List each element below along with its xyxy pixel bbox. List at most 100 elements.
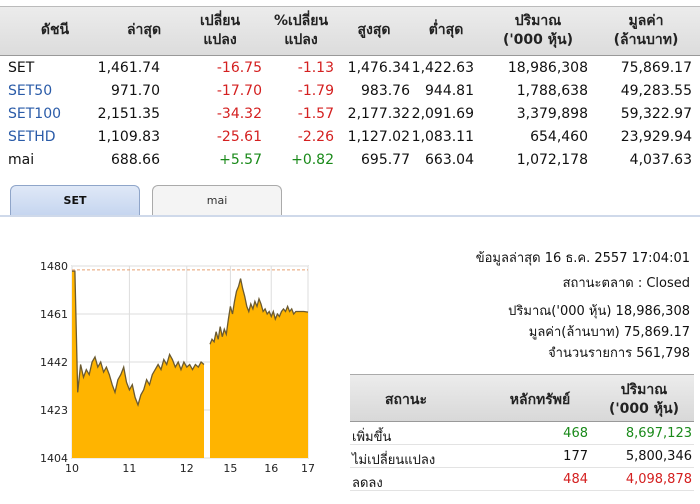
status-row: ไม่เปลี่ยนแปลง 177 5,800,346 xyxy=(350,447,694,468)
row-pct: -1.13 xyxy=(297,60,334,76)
status-volume: 8,697,123 xyxy=(625,426,692,441)
status-volume: 4,098,878 xyxy=(625,472,692,487)
row-value: 4,037.63 xyxy=(629,152,692,168)
x-tick-label: 15 xyxy=(223,462,237,475)
row-value: 75,869.17 xyxy=(620,60,692,76)
y-tick-label: 1461 xyxy=(40,308,68,321)
row-low: 1,083.11 xyxy=(411,129,474,145)
header-low: ต่ำสุด xyxy=(428,22,464,38)
table-row: SET50 971.70 -17.70 -1.79 983.76 944.81 … xyxy=(0,80,700,102)
y-tick-label: 1423 xyxy=(40,404,68,417)
row-value: 49,283.55 xyxy=(620,83,692,99)
row-change: -16.75 xyxy=(216,60,262,76)
row-high: 983.76 xyxy=(361,83,410,99)
row-low: 663.04 xyxy=(425,152,474,168)
row-value: 23,929.94 xyxy=(620,129,692,145)
header-value-line1: มูลค่า xyxy=(628,13,664,29)
row-name-link[interactable]: SET50 xyxy=(8,83,53,99)
header-volume-line2: ('000 หุ้น) xyxy=(503,32,573,48)
header-volume-line1: ปริมาณ xyxy=(620,382,668,398)
x-tick-label: 10 xyxy=(65,462,79,475)
row-volume: 654,460 xyxy=(530,129,588,145)
status-label: ลดลง xyxy=(352,476,383,491)
header-change-line2: แปลง xyxy=(203,32,237,48)
row-last: 1,461.74 xyxy=(97,60,160,76)
table-row: SET100 2,151.35 -34.32 -1.57 2,177.32 2,… xyxy=(0,103,700,125)
row-change: -25.61 xyxy=(216,129,262,145)
row-pct: -2.26 xyxy=(297,129,334,145)
header-change-line1: เปลี่ยน xyxy=(199,13,241,29)
row-name-link[interactable]: SET100 xyxy=(8,106,62,122)
status-row: ลดลง 484 4,098,878 xyxy=(350,470,694,491)
row-high: 2,177.32 xyxy=(347,106,410,122)
row-low: 944.81 xyxy=(425,83,474,99)
row-volume: 1,788,638 xyxy=(516,83,588,99)
morning-session-area xyxy=(72,271,204,458)
status-count: 484 xyxy=(563,472,588,487)
row-volume: 1,072,178 xyxy=(516,152,588,168)
status-label: ไม่เปลี่ยนแปลง xyxy=(352,453,436,468)
header-volume-line1: ปริมาณ xyxy=(514,13,562,29)
y-tick-label: 1442 xyxy=(40,356,68,369)
x-tick-label: 11 xyxy=(122,462,136,475)
x-tick-label: 12 xyxy=(180,462,194,475)
row-last: 2,151.35 xyxy=(97,106,160,122)
row-change: -17.70 xyxy=(216,83,262,99)
morning-session-area-line xyxy=(72,270,205,407)
table-row: SET 1,461.74 -16.75 -1.13 1,476.34 1,422… xyxy=(0,57,700,79)
y-tick-label: 1404 xyxy=(40,452,68,465)
row-change: +5.57 xyxy=(219,152,262,168)
status-table-header: สถานะ หลักทรัพย์ ปริมาณ ('000 หุ้น) xyxy=(350,374,694,422)
row-high: 1,476.34 xyxy=(347,60,410,76)
row-high: 1,127.02 xyxy=(347,129,410,145)
header-value-line2: (ล้านบาท) xyxy=(613,32,679,48)
intraday-chart: 1480 1461 1442 1423 1404 10 11 12 15 16 17 xyxy=(40,260,315,475)
row-volume: 3,379,898 xyxy=(516,106,588,122)
row-last: 971.70 xyxy=(111,83,160,99)
header-securities: หลักทรัพย์ xyxy=(509,392,571,408)
row-name: mai xyxy=(8,152,35,168)
row-pct: -1.79 xyxy=(297,83,334,99)
info-volume: ปริมาณ('000 หุ้น) 18,986,308 xyxy=(508,304,690,319)
header-high: สูงสุด xyxy=(357,22,391,38)
row-name: SET xyxy=(8,60,35,76)
row-last: 1,109.83 xyxy=(97,129,160,145)
tab-set[interactable]: SET xyxy=(10,185,140,216)
info-trades: จำนวนรายการ 561,798 xyxy=(548,346,690,361)
x-tick-label: 16 xyxy=(264,462,278,475)
status-count: 177 xyxy=(563,449,588,464)
info-market-status: สถานะตลาด : Closed xyxy=(562,276,690,291)
tab-mai[interactable]: mai xyxy=(152,185,282,216)
header-status: สถานะ xyxy=(385,392,427,408)
header-pct-line2: แปลง xyxy=(284,32,318,48)
row-volume: 18,986,308 xyxy=(507,60,588,76)
y-tick-label: 1480 xyxy=(40,260,68,273)
row-value: 59,322.97 xyxy=(620,106,692,122)
row-name-link[interactable]: SETHD xyxy=(8,129,56,145)
row-pct: +0.82 xyxy=(291,152,334,168)
header-pct-line1: %เปลี่ยน xyxy=(273,13,329,29)
info-value: มูลค่า(ล้านบาท) 75,869.17 xyxy=(528,325,690,340)
row-pct: -1.57 xyxy=(297,106,334,122)
row-change: -34.32 xyxy=(216,106,262,122)
status-row: เพิ่มขึ้น 468 8,697,123 xyxy=(350,424,694,445)
tab-divider xyxy=(0,215,700,217)
x-tick-label: 17 xyxy=(301,462,315,475)
table-row: SETHD 1,109.83 -25.61 -2.26 1,127.02 1,0… xyxy=(0,126,700,148)
table-row: mai 688.66 +5.57 +0.82 695.77 663.04 1,0… xyxy=(0,149,700,171)
top-border xyxy=(0,0,700,6)
header-volume-line2: ('000 หุ้น) xyxy=(609,401,679,417)
header-last: ล่าสุด xyxy=(126,22,162,38)
row-low: 1,422.63 xyxy=(411,60,474,76)
afternoon-session-area xyxy=(210,278,308,458)
status-label: เพิ่มขึ้น xyxy=(352,430,392,445)
header-index: ดัชนี xyxy=(40,22,70,38)
row-low: 2,091.69 xyxy=(411,106,474,122)
status-count: 468 xyxy=(563,426,588,441)
row-high: 695.77 xyxy=(361,152,410,168)
afternoon-session-area-line xyxy=(209,278,309,345)
row-last: 688.66 xyxy=(111,152,160,168)
info-updated: ข้อมูลล่าสุด 16 ธ.ค. 2557 17:04:01 xyxy=(475,251,690,266)
index-table-header: ดัชนี ล่าสุด เปลี่ยน แปลง %เปลี่ยน แปลง … xyxy=(0,6,700,56)
status-volume: 5,800,346 xyxy=(625,449,692,464)
